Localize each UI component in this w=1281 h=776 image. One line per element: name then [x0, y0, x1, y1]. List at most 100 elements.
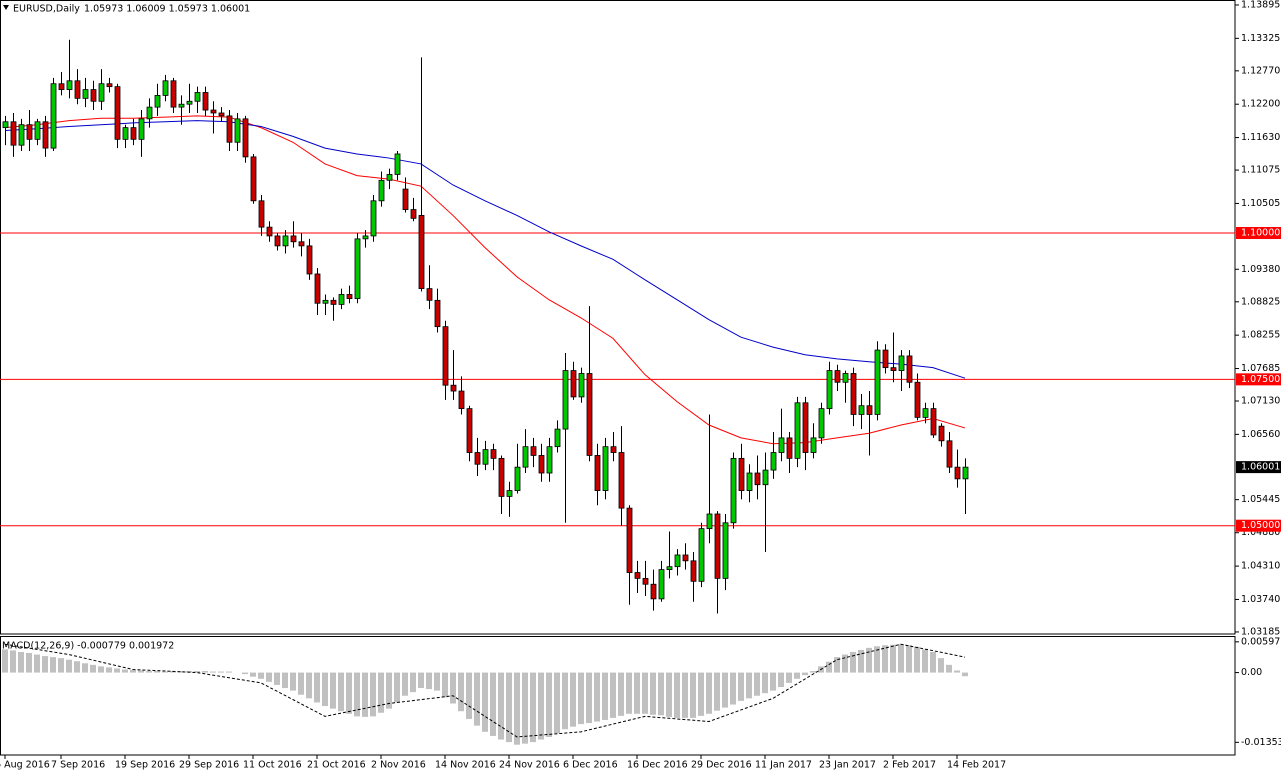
candle-body [482, 449, 489, 465]
candle-body [26, 124, 33, 140]
macd-bar [602, 672, 608, 720]
macd-bar [298, 672, 304, 695]
current-price-box [1236, 461, 1281, 474]
macd-bar [194, 671, 200, 673]
macd-bar [762, 672, 768, 694]
macd-bar [482, 672, 488, 732]
candle-body [802, 402, 809, 453]
level-label: 1.10000 [1241, 227, 1280, 238]
macd-bar [578, 672, 584, 725]
candle-body [162, 80, 169, 96]
y-tick-label: 1.08255 [1241, 330, 1280, 341]
candle-body [930, 408, 937, 436]
macd-bar [242, 672, 248, 675]
macd-bar [634, 672, 640, 714]
y-tick-label: 1.08825 [1241, 296, 1280, 307]
moving-average [4, 120, 966, 379]
candle-body [666, 566, 673, 571]
candle-body [706, 513, 713, 530]
candle-body [570, 370, 577, 398]
candle-body [154, 95, 161, 108]
macd-bar [26, 653, 32, 673]
candle-body [794, 402, 801, 459]
macd-bar [962, 672, 968, 677]
macd-bar [674, 672, 680, 718]
candle-body [578, 373, 585, 398]
candle-body [522, 446, 529, 468]
macd-bar [514, 672, 520, 745]
candle-body [298, 241, 305, 247]
macd-bar [666, 672, 672, 717]
candle-body [618, 452, 625, 509]
macd-bar [314, 672, 320, 703]
macd-bar [442, 672, 448, 698]
candle-body [218, 112, 225, 117]
macd-bar [938, 658, 944, 673]
macd-bar [274, 672, 280, 685]
macd-bar [930, 651, 936, 673]
candle-body [338, 294, 345, 305]
macd-bar [98, 666, 104, 673]
macd-bar [450, 672, 456, 704]
level-label-box [1236, 226, 1281, 239]
candle-body [42, 121, 49, 149]
candle-body [458, 390, 465, 410]
macd-bar [530, 672, 536, 743]
macd-bar [922, 649, 928, 673]
macd-bar [754, 672, 760, 696]
candle-body [114, 86, 121, 140]
macd-bar [122, 669, 128, 673]
macd-bar [562, 672, 568, 730]
macd-bar [618, 672, 624, 716]
candle-body [890, 367, 897, 371]
macd-bar [434, 672, 440, 691]
candle-body [266, 226, 273, 237]
macd-bar [642, 672, 648, 714]
candle-body [914, 381, 921, 418]
macd-bar [114, 668, 120, 673]
candle-body [818, 408, 825, 439]
macd-bar [706, 672, 712, 714]
macd-bar [322, 672, 328, 707]
macd-bar [162, 671, 168, 673]
x-tick-label: 6 Aug 2016 [0, 760, 50, 771]
macd-bar [714, 672, 720, 711]
macd-bar [138, 670, 144, 673]
y-tick-label: 1.04880 [1241, 527, 1280, 538]
candle-body [122, 127, 129, 140]
macd-bar [658, 672, 664, 716]
x-tick-label: 16 Dec 2016 [627, 760, 688, 771]
candle-body [74, 80, 81, 99]
candle-body [946, 440, 953, 468]
candle-body [450, 384, 457, 392]
candle-body [538, 455, 545, 474]
x-tick-label: 11 Oct 2016 [243, 760, 302, 771]
y-tick-label: 1.10505 [1241, 198, 1280, 209]
candle-body [586, 373, 593, 456]
macd-bar [386, 672, 392, 709]
candle-body [194, 92, 201, 102]
macd-bar [370, 672, 376, 717]
level-label: 1.05000 [1241, 520, 1280, 531]
macd-bar [178, 671, 184, 673]
macd-bar [826, 661, 832, 673]
macd-bar [330, 672, 336, 709]
macd-bar [346, 672, 352, 714]
candle-body [786, 437, 793, 459]
x-tick-label: 14 Nov 2016 [435, 760, 496, 771]
macd-bar [954, 670, 960, 673]
candle-body [202, 92, 209, 111]
candle-body [210, 109, 217, 114]
y-tick-label: 1.03740 [1241, 594, 1280, 605]
macd-bar [18, 651, 24, 673]
macd-bar [594, 672, 600, 722]
macd-bar [874, 646, 880, 673]
candle-body [442, 326, 449, 386]
macd-bar [570, 672, 576, 727]
macd-bar [362, 672, 368, 717]
macd-bar [290, 672, 296, 691]
candle-body [362, 235, 369, 240]
candle-body [698, 528, 705, 582]
candle-body [858, 405, 865, 415]
